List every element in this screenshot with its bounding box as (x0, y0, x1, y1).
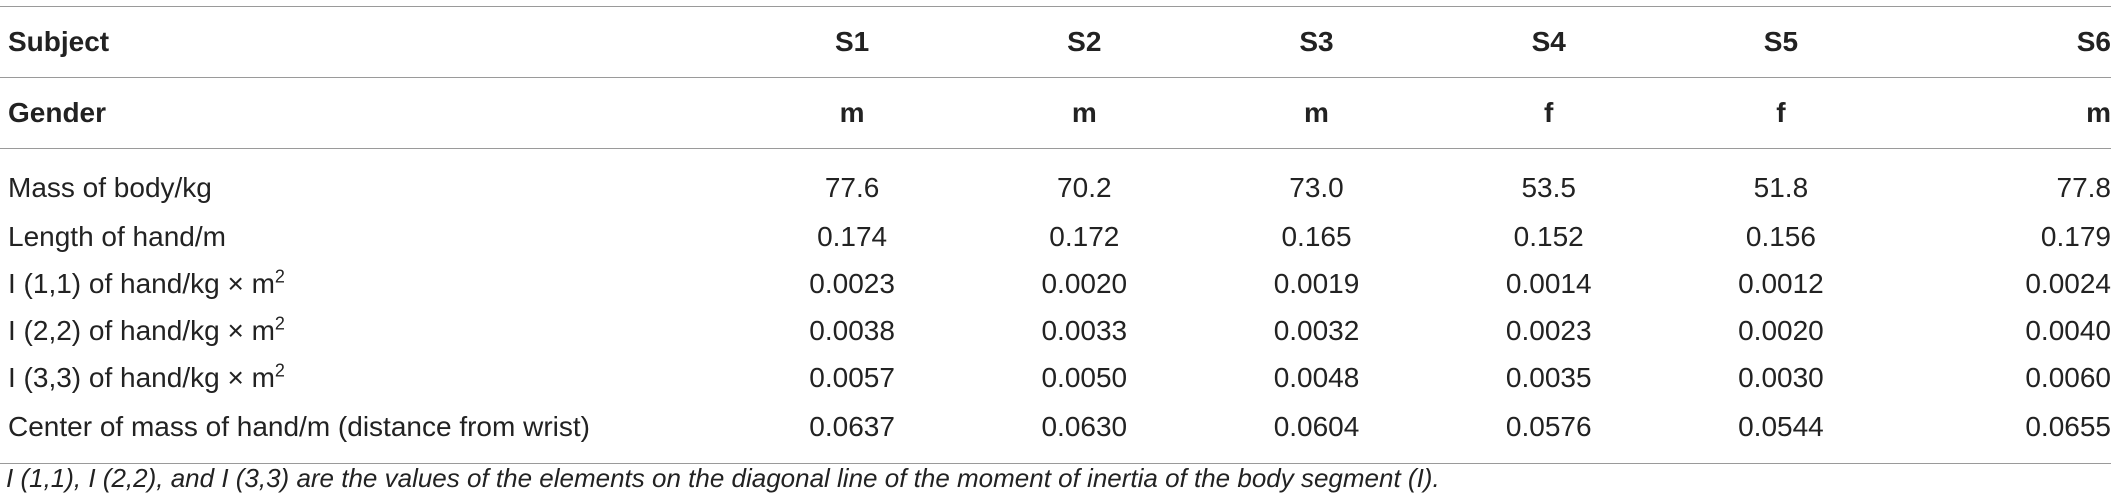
cell-value: 0.0630 (968, 401, 1201, 464)
cell-value: 0.0035 (1505, 361, 1592, 393)
gender-s4: f (1432, 77, 1665, 149)
cell-value: 0.0544 (1664, 401, 1898, 464)
cell-value: 0.179 (2040, 220, 2111, 252)
gender-s6: m (1897, 77, 2111, 149)
cell-value: 0.0033 (1041, 314, 1128, 346)
cell-value: 0.0576 (1432, 401, 1665, 464)
table-row: Mass of body/kg 77.6 70.2 73.0 53.5 51.8… (0, 149, 2111, 214)
row-label: I (2,2) of hand/kg × m2 (8, 313, 285, 346)
table-footnote: I (1,1), I (2,2), and I (3,3) are the va… (6, 463, 1440, 493)
cell-value: 0.156 (1745, 220, 1816, 252)
cell-value: 0.0604 (1200, 401, 1433, 464)
cell-value: 0.0012 (1738, 267, 1824, 299)
header-label: Subject (0, 6, 736, 78)
header-row: Subject S1 S2 S3 S4 S5 S6 (0, 6, 2111, 78)
cell-value: 53.5 (1521, 172, 1576, 203)
cell-value: 0.0060 (2025, 361, 2111, 393)
cell-value: 0.165 (1281, 220, 1352, 252)
gender-s1: m (736, 77, 969, 149)
header-subject-s2: S2 (968, 6, 1201, 78)
gender-s3: m (1200, 77, 1433, 149)
cell-value: 51.8 (1753, 172, 1809, 203)
cell-value: 0.0655 (1897, 401, 2111, 464)
cell-value: 0.152 (1513, 220, 1584, 252)
cell-value: 0.0030 (1738, 361, 1824, 393)
cell-value: 0.0020 (1041, 267, 1128, 299)
header-subject-s6: S6 (1897, 6, 2111, 78)
cell-value: 0.0050 (1041, 361, 1128, 393)
row-label: Mass of body/kg (8, 172, 212, 203)
cell-value: 0.0019 (1273, 267, 1360, 299)
cell-value: 70.2 (1057, 172, 1112, 203)
cell-value: 0.0032 (1273, 314, 1360, 346)
table-row: Length of hand/m 0.174 0.172 0.165 0.152… (0, 213, 2111, 260)
cell-value: 0.0023 (809, 267, 895, 299)
cell-value: 73.0 (1289, 172, 1344, 203)
cell-value: 0.0014 (1505, 267, 1592, 299)
cell-value: 0.0038 (809, 314, 895, 346)
gender-row: Gender m m m f f m (0, 77, 2111, 149)
table-row: I (1,1) of hand/kg × m2 0.0023 0.0020 0.… (0, 260, 2111, 307)
gender-s2: m (968, 77, 1201, 149)
gender-s5: f (1664, 77, 1898, 149)
header-subject-s1: S1 (736, 6, 969, 78)
header-subject-s4: S4 (1432, 6, 1665, 78)
gender-label: Gender (0, 77, 736, 149)
cell-value: 0.0023 (1505, 314, 1592, 346)
table-row: I (2,2) of hand/kg × m2 0.0038 0.0033 0.… (0, 307, 2111, 354)
cell-value: 0.0024 (2025, 267, 2111, 299)
row-label: I (3,3) of hand/kg × m2 (8, 360, 285, 393)
cell-value: 77.6 (824, 172, 880, 203)
row-label: Length of hand/m (8, 220, 226, 252)
header-subject-s3: S3 (1200, 6, 1433, 78)
cell-value: 0.172 (1049, 220, 1120, 252)
cell-value: 0.0057 (809, 361, 895, 393)
cell-value: 0.0637 (736, 401, 969, 464)
cell-value: 0.0040 (2025, 314, 2111, 346)
header-subject-s5: S5 (1664, 6, 1898, 78)
cell-value: 0.174 (817, 220, 888, 252)
table-row: Center of mass of hand/m (distance from … (0, 401, 2111, 464)
subject-table: Subject S1 S2 S3 S4 S5 S6 Gender m m m f… (0, 6, 2111, 464)
cell-value: 0.0048 (1273, 361, 1360, 393)
cell-value: 77.8 (2056, 172, 2112, 203)
row-label: Center of mass of hand/m (distance from … (0, 401, 736, 464)
cell-value: 0.0020 (1738, 314, 1824, 346)
table-row: I (3,3) of hand/kg × m2 0.0057 0.0050 0.… (0, 354, 2111, 401)
row-label: I (1,1) of hand/kg × m2 (8, 266, 285, 299)
